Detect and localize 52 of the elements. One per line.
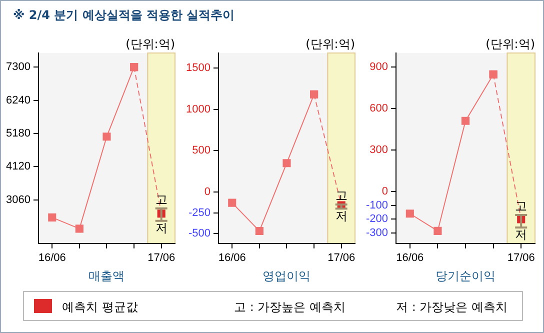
y-tick-label: 900 [370,60,388,73]
text: (단위:억) [486,37,535,52]
x-tick-label: 17/06 [148,252,176,264]
y-tick-label: -250 [188,206,210,219]
y-tick-label: -300 [366,227,388,240]
y-tick-label: -200 [366,213,388,226]
x-axis-title: 당기순이익 [436,269,496,284]
point [75,224,84,233]
x-tick-label: 16/06 [396,252,424,264]
y-tick-label: -100 [366,199,388,212]
x-tick-label: 17/06 [507,252,535,264]
point [406,210,414,218]
point [489,70,498,78]
y-tick-label: 5180 [6,128,30,140]
text: 저 : 가장낮은 예측치 [396,299,508,316]
point [228,198,236,207]
text: (단위:억) [306,37,355,52]
y-tick-label: 7300 [6,61,30,74]
y-tick-label: 6240 [6,94,30,106]
x-tick-label: 17/06 [328,252,356,264]
text: (단위:억) [126,37,175,52]
x-axis-title: 매출액 [88,269,125,284]
y-tick-label: 1000 [186,103,210,116]
point [461,116,470,125]
y-tick-label: 1500 [186,62,210,74]
point [130,63,138,72]
annotation: 고 [335,188,348,203]
point [310,90,318,98]
y-tick-label: -500 [188,227,210,240]
x-tick-label: 16/06 [218,252,246,264]
y-tick-label: 0 [204,186,210,198]
annotation: 저 [335,208,348,223]
point [48,213,56,222]
text: 고 : 가장높은 예측치 [234,299,346,316]
text: 예측치 평균값 [62,299,138,316]
y-tick-label: 500 [192,144,210,157]
y-tick-label: 3060 [6,194,30,206]
x-axis-title: 영업이익 [262,269,311,284]
x-tick-label: 16/06 [38,252,66,264]
point [255,226,264,236]
point [282,159,291,168]
text: ※ 2/4 분기 예상실적을 적용한 실적추이 [13,7,235,24]
annotation: 저 [155,220,168,235]
annotation: 고 [155,192,168,206]
point [102,132,111,141]
annotation: 고 [515,199,528,214]
y-tick-label: 4120 [6,160,30,173]
y-tick-label: 300 [370,144,388,156]
y-tick-label: 600 [370,102,388,114]
annotation: 저 [515,228,528,242]
y-tick-label: 0 [382,186,388,198]
point [434,226,442,235]
